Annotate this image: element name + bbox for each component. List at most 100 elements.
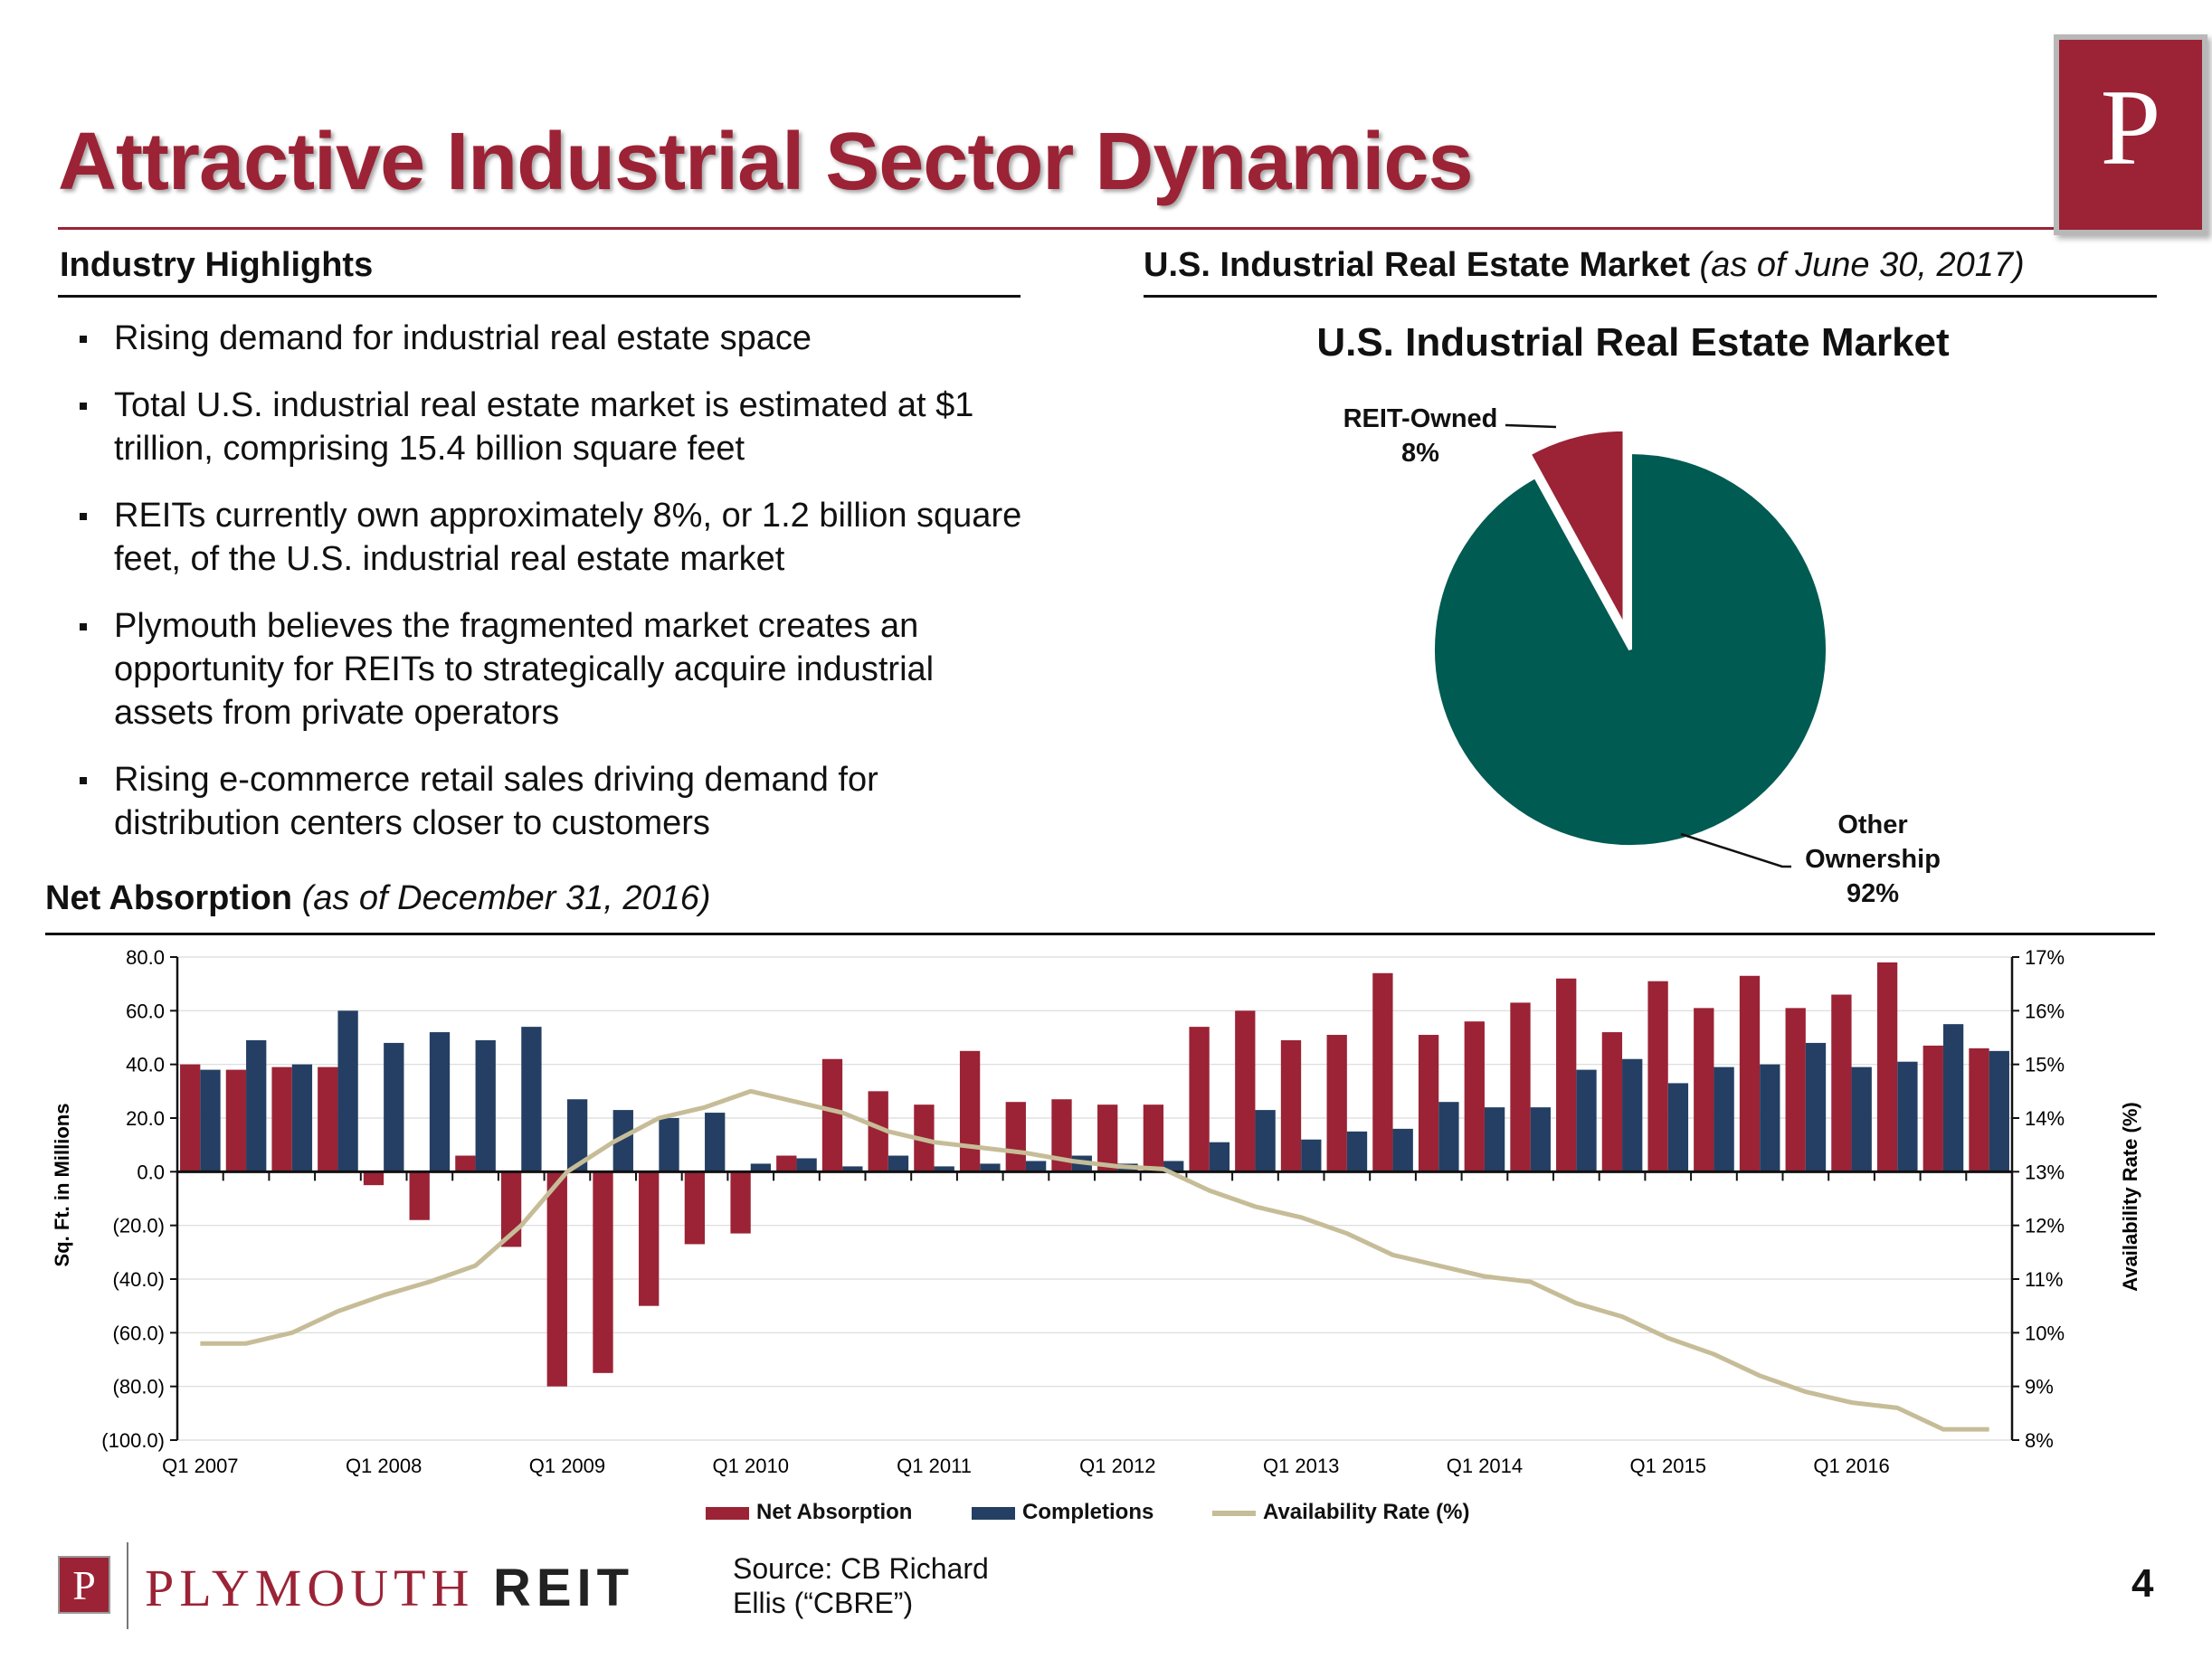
pie-label-other-value: 92% (1846, 879, 1900, 908)
bar-net-absorption (1418, 1035, 1439, 1172)
bar-net-absorption (1510, 1002, 1531, 1172)
bar-completions (1438, 1102, 1459, 1172)
pie-slice-reit-owned (1526, 427, 1627, 628)
bar-net-absorption (1372, 972, 1393, 1172)
market-heading-text: U.S. Industrial Real Estate Market (1144, 246, 1690, 284)
bar-net-absorption (1464, 1021, 1485, 1172)
bar-net-absorption (593, 1171, 613, 1373)
highlights-heading: Industry Highlights (60, 246, 373, 285)
x-tick-label: Q1 2007 (162, 1455, 238, 1477)
pie-label-other-name: Other Ownership (1805, 811, 1941, 874)
y2-tick-label: 14% (2025, 1107, 2065, 1130)
title-divider (58, 227, 2155, 230)
bar-completions (337, 1010, 358, 1172)
pie-label-other: Other Ownership 92% (1769, 808, 1977, 911)
bar-net-absorption (1739, 975, 1761, 1172)
bar-completions (521, 1027, 542, 1172)
absorption-heading-date: (as of December 31, 2016) (301, 879, 711, 917)
bar-completions (1989, 1050, 2009, 1172)
source-note: Source: CB Richard Ellis (“CBRE”) (733, 1552, 989, 1619)
slide-title: Attractive Industrial Sector Dynamics (58, 117, 1474, 207)
bar-net-absorption (1969, 1048, 1989, 1172)
y2-tick-label: 12% (2025, 1215, 2065, 1237)
chart-gridlines (177, 956, 2012, 1441)
highlights-rule (58, 295, 1021, 298)
legend-swatch-net-absorption (706, 1506, 749, 1520)
bar-net-absorption (1051, 1099, 1072, 1172)
pie-label-reit-value: 8% (1401, 439, 1439, 468)
bar-completions (291, 1064, 313, 1172)
x-tick-label: Q1 2009 (529, 1455, 605, 1477)
bar-completions (566, 1099, 588, 1172)
y2-tick-label: 17% (2025, 946, 2065, 969)
pie-leader-reit (1505, 423, 1557, 429)
bar-completions (1714, 1066, 1734, 1172)
bar-completions (659, 1118, 679, 1172)
highlight-bullet: Total U.S. industrial real estate market… (80, 384, 1039, 470)
x-tick-label: Q1 2011 (897, 1455, 972, 1477)
market-rule (1144, 295, 2157, 298)
y2-tick-label: 15% (2025, 1054, 2065, 1076)
bar-completions (1484, 1107, 1505, 1172)
highlight-bullet: Plymouth believes the fragmented market … (80, 604, 1039, 735)
bar-completions (1301, 1139, 1322, 1172)
bar-completions (888, 1155, 909, 1172)
bar-net-absorption (821, 1058, 843, 1172)
x-tick-label: Q1 2014 (1447, 1455, 1523, 1477)
y-tick-label: (100.0) (101, 1429, 165, 1452)
bar-completions (705, 1113, 726, 1172)
absorption-heading: Net Absorption (as of December 31, 2016) (45, 879, 711, 918)
bar-completions (1209, 1142, 1230, 1172)
bar-completions (1942, 1024, 1964, 1172)
bar-completions (200, 1069, 221, 1172)
bar-net-absorption (1143, 1104, 1164, 1172)
bar-net-absorption (1601, 1032, 1623, 1172)
y2-tick-label: 8% (2025, 1429, 2054, 1452)
y-tick-label: 60.0 (126, 1000, 165, 1022)
legend-completions: Completions (972, 1500, 1153, 1525)
highlight-bullet: Rising e-commerce retail sales driving d… (80, 758, 1039, 845)
y-tick-label: 80.0 (126, 946, 165, 969)
bar-net-absorption (1326, 1035, 1347, 1172)
bar-net-absorption (868, 1091, 888, 1172)
legend-label: Completions (1022, 1500, 1154, 1524)
plymouth-logo-icon: P (2054, 34, 2207, 235)
y-tick-label: 20.0 (126, 1107, 165, 1130)
bar-completions (1851, 1066, 1872, 1172)
bar-net-absorption (1694, 1008, 1714, 1172)
absorption-rule (45, 933, 2155, 935)
bar-net-absorption (409, 1171, 430, 1220)
x-tick-label: Q1 2016 (1813, 1455, 1889, 1477)
bar-net-absorption (363, 1171, 384, 1186)
pie-slice-other-ownership (1431, 450, 1829, 848)
y-tick-label: (40.0) (113, 1268, 165, 1291)
highlight-bullet: REITs currently own approximately 8%, or… (80, 494, 1039, 581)
footer-brand: PLYMOUTH REIT (145, 1558, 634, 1618)
highlight-bullet: Rising demand for industrial real estate… (80, 317, 1039, 360)
absorption-heading-text: Net Absorption (45, 879, 293, 917)
line-availability-rate (200, 1088, 1989, 1432)
bar-completions (1392, 1128, 1413, 1172)
y-axis-label: Sq. Ft. in Millions (51, 1104, 73, 1267)
bar-completions (1897, 1061, 1918, 1172)
bar-net-absorption (1647, 981, 1668, 1172)
pie-leader-other (1680, 832, 1791, 868)
market-heading: U.S. Industrial Real Estate Market (as o… (1144, 246, 2025, 285)
bar-net-absorption (318, 1066, 338, 1172)
bar-completions (1025, 1161, 1047, 1172)
bar-completions (384, 1042, 404, 1172)
bar-completions (1760, 1064, 1780, 1172)
pie-chart-title: U.S. Industrial Real Estate Market (1316, 320, 1950, 365)
y2-tick-label: 16% (2025, 1000, 2065, 1022)
bar-net-absorption (1876, 962, 1898, 1172)
bar-net-absorption (1189, 1027, 1210, 1172)
legend-swatch-availability-rate (1212, 1510, 1256, 1516)
pie-label-reit: REIT-Owned 8% (1330, 402, 1511, 470)
y-tick-label: (80.0) (113, 1376, 165, 1398)
bar-completions (750, 1163, 772, 1172)
market-heading-date: (as of June 30, 2017) (1699, 246, 2025, 284)
x-tick-label: Q1 2010 (713, 1455, 789, 1477)
bar-net-absorption (1922, 1045, 1943, 1172)
y-tick-label: (60.0) (113, 1322, 165, 1344)
bar-completions (934, 1166, 954, 1172)
